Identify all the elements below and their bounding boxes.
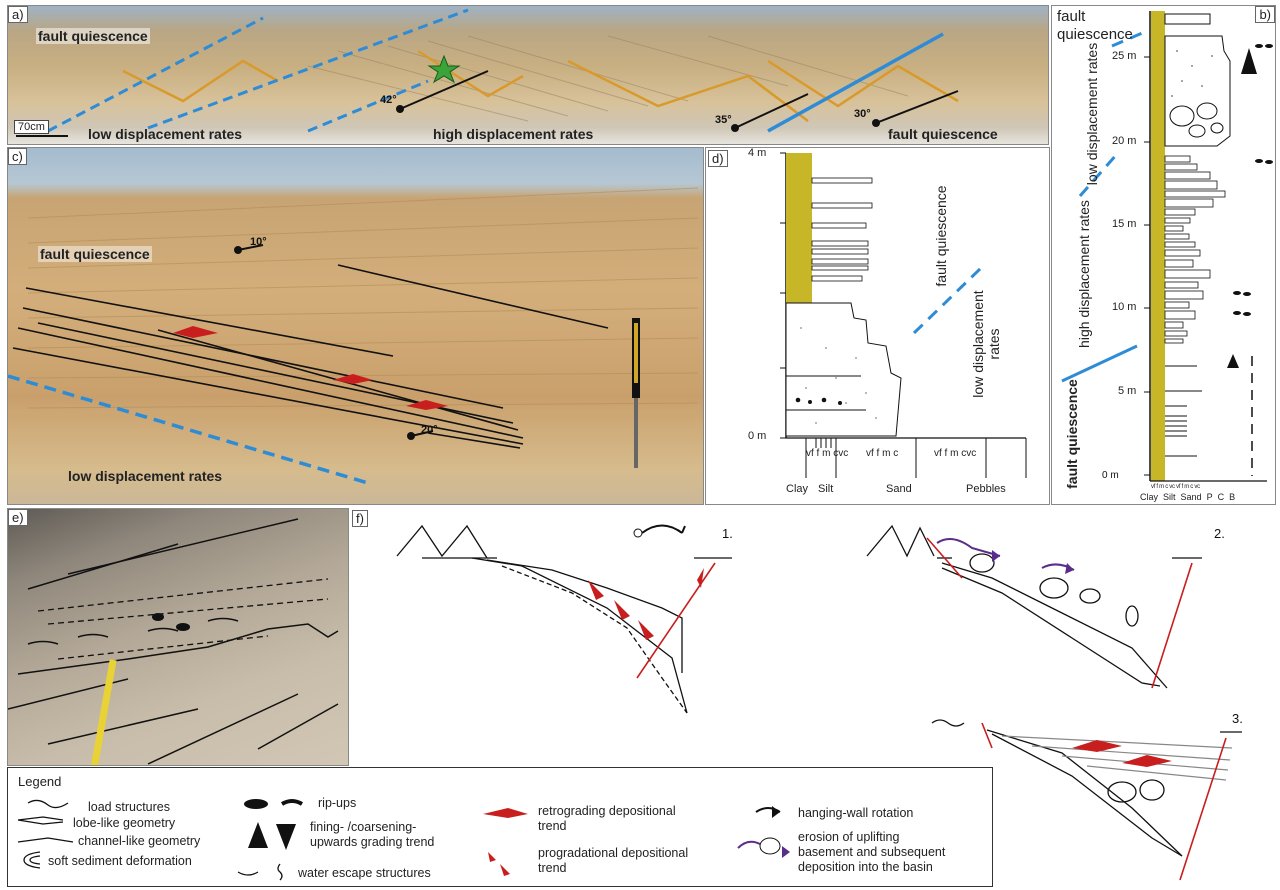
a-dip-42: 42° — [380, 94, 397, 106]
b-tick-10: 10 m — [1112, 301, 1137, 313]
f-step-2: 2. — [1214, 526, 1225, 541]
legend-erosion: erosion of uplifting basement and subseq… — [798, 830, 946, 874]
b-high-displacement: high displacement rates — [1076, 200, 1092, 348]
panel-d-label: d) — [708, 150, 728, 167]
panel-b-svg: 0 m — [1061, 11, 1273, 482]
d-sub-silt: vf f m cvc — [806, 448, 849, 459]
legend-title: Legend — [18, 774, 62, 789]
f-step-3: 3. — [1232, 711, 1243, 726]
legend-soft: soft sediment deformation — [48, 854, 192, 868]
a-fault-quiescence-right: fault quiescence — [888, 126, 998, 142]
c-dip-20: 20° — [421, 424, 438, 436]
c-low-displacement: low displacement rates — [68, 468, 223, 484]
b-tick-25: 25 m — [1112, 50, 1137, 62]
panel-e-overlay — [8, 518, 339, 765]
a-dip-30: 30° — [854, 108, 871, 120]
d-fault-quiescence: fault quiescence — [933, 185, 949, 287]
panel-f-svg: 1. 2. — [396, 524, 1243, 881]
legend-symbols — [17, 799, 790, 881]
b-tick-15: 15 m — [1112, 218, 1137, 230]
b-tick-5: 5 m — [1118, 385, 1137, 397]
b-subaxis: vf f m c vc vf f m c vc — [1151, 484, 1200, 490]
b-low-displacement: low displacement rates — [1084, 42, 1100, 186]
legend-load: load structures — [88, 800, 170, 814]
a-fault-quiescence-left: fault quiescence — [36, 28, 150, 44]
legend-hwr: hanging-wall rotation — [798, 806, 914, 820]
panel-f-label: f) — [352, 510, 368, 527]
a-high-displacement-label: high displacement rates — [433, 126, 594, 142]
legend-ripups: rip-ups — [318, 796, 357, 810]
d-low-displacement: low displacement rates — [970, 290, 1002, 398]
b-fault-quiescence-top: fault quiescence — [1057, 8, 1133, 43]
panel-a-overlay — [16, 8, 959, 137]
panel-e-label: e) — [8, 509, 28, 526]
a-scale-label: 70cm — [14, 120, 49, 134]
panel-c-label: c) — [8, 148, 27, 165]
star-marker-icon — [427, 54, 461, 84]
legend-grading: fining- /coarsening- upwards grading tre… — [310, 820, 435, 849]
panel-d-svg — [780, 152, 1027, 478]
d-tick-0m: 0 m — [748, 430, 767, 442]
legend-progr: progradational depositional trend — [538, 846, 689, 875]
panel-a-label: a) — [8, 6, 28, 23]
panel-c-photo: c) fault quiescence low displacement rat… — [7, 147, 704, 505]
c-dip-10: 10° — [250, 236, 267, 248]
d-sub-peb: vf f m cvc — [934, 448, 977, 459]
f-step-1: 1. — [722, 526, 733, 541]
panel-b-label: b) — [1255, 6, 1275, 23]
panel-f-sketches: 1. 2. — [352, 508, 1280, 890]
c-fault-quiescence: fault quiescence — [38, 246, 152, 262]
panel-a-photo: a) fault quiescence 70cm low displacemen… — [7, 5, 1049, 145]
panel-c-overlay — [8, 187, 699, 485]
legend-channel: channel-like geometry — [78, 834, 201, 848]
legend-lobe: lobe-like geometry — [73, 816, 176, 830]
a-low-displacement-label: low displacement rates — [88, 126, 243, 142]
b-fault-quiescence-bottom: fault quiescence — [1064, 379, 1080, 489]
legend-retro: retrograding depositional trend — [538, 804, 676, 833]
legend-water: water escape structures — [298, 866, 431, 880]
b-tick-0: 0 m — [1102, 470, 1119, 481]
d-tick-4m: 4 m — [748, 147, 767, 159]
panel-d-log: d) 4 m 0 m fault quiescence low displace… — [705, 147, 1050, 505]
panel-b-log: 0 m b) fault quiescence low displacement… — [1051, 5, 1276, 505]
d-sub-sand: vf f m c — [866, 448, 899, 459]
a-dip-35: 35° — [715, 114, 732, 126]
panel-e-photo: e) — [7, 508, 349, 766]
legend-box: Legend load structures lobe-like geometr… — [7, 767, 993, 887]
b-tick-20: 20 m — [1112, 135, 1137, 147]
